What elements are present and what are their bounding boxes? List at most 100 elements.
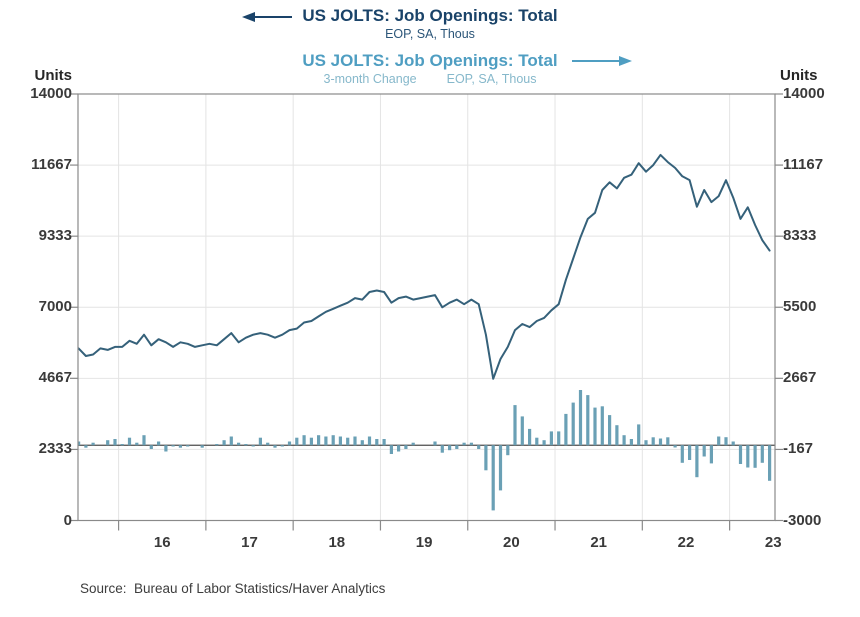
y-axis-right-tick-label: -3000 — [783, 511, 822, 529]
bar-3-month-change — [651, 437, 655, 446]
bar-3-month-change — [229, 436, 233, 446]
bar-3-month-change — [644, 440, 648, 446]
bar-3-month-change — [528, 428, 532, 446]
bar-3-month-change — [287, 441, 292, 446]
bar-3-month-change — [222, 440, 226, 446]
y-axis-left-tick-label: 0 — [63, 511, 72, 529]
bar-3-month-change — [731, 441, 735, 446]
bar-3-month-change — [91, 442, 95, 446]
bar-3-month-change — [680, 445, 684, 463]
bar-3-month-change — [753, 445, 757, 468]
y-axis-left-tick-label: 4667 — [38, 369, 72, 387]
left-axis-units-label: Units — [34, 67, 73, 84]
bar-3-month-change — [84, 445, 88, 448]
bar-3-month-change — [571, 402, 575, 446]
bar-3-month-change — [244, 444, 248, 446]
right-arrow-icon — [571, 55, 632, 67]
y-axis-right-tick-label: 2667 — [783, 369, 817, 387]
bar-3-month-change — [506, 445, 510, 456]
bar-3-month-change — [295, 437, 299, 446]
bar-3-month-change — [317, 435, 321, 446]
bar-3-month-change — [469, 442, 473, 446]
y-axis-right-tick-label: -167 — [783, 440, 814, 458]
bar-3-month-change — [637, 424, 641, 446]
bar-3-month-change — [382, 439, 386, 446]
bar-3-month-change — [338, 436, 342, 446]
x-axis-year-tick-label: 23 — [764, 534, 782, 551]
series2-title: US JOLTS: Job Openings: Total — [302, 51, 558, 70]
bar-3-month-change — [498, 445, 503, 491]
series2-subtitle: 3-month Change EOP, SA, Thous — [324, 72, 537, 87]
job-openings-line — [78, 153, 771, 380]
x-axis-year-tick-label: 20 — [503, 534, 520, 551]
right-axis-units-label: Units — [780, 67, 818, 84]
bar-3-month-change — [484, 445, 488, 471]
bar-3-month-change — [717, 436, 721, 446]
x-axis-year-tick-label: 18 — [328, 534, 346, 551]
series1-subtitle: EOP, SA, Thous — [385, 27, 475, 41]
y-axis-right-tick-label: 11167 — [783, 156, 824, 174]
bar-3-month-change — [746, 445, 750, 468]
series2-subtitle-units: EOP, SA, Thous — [446, 72, 537, 86]
bar-3-month-change — [346, 437, 350, 446]
bar-3-month-change — [302, 435, 306, 446]
bar-3-month-change — [578, 390, 583, 446]
series1-title: US JOLTS: Job Openings: Total — [302, 6, 558, 25]
chart-header: US JOLTS: Job Openings: Total EOP, SA, T… — [0, 6, 860, 87]
bar-3-month-change — [440, 445, 444, 453]
bar-3-month-change — [331, 435, 335, 446]
bar-3-month-change — [237, 442, 241, 446]
bar-3-month-change — [455, 445, 459, 449]
bar-3-month-change — [549, 431, 553, 446]
y-axis-left-tick-label: 14000 — [30, 85, 72, 102]
bar-3-month-change — [280, 445, 284, 447]
bar-3-month-change — [695, 445, 699, 478]
left-arrow-icon — [242, 11, 293, 23]
bar-3-month-change — [462, 442, 466, 446]
bar-3-month-change — [666, 437, 670, 446]
bar-series-3-month-change — [78, 390, 772, 511]
bar-3-month-change — [375, 439, 379, 446]
bar-3-month-change — [448, 445, 452, 451]
bar-3-month-change — [564, 413, 568, 446]
bar-3-month-change — [113, 439, 117, 446]
bar-3-month-change — [557, 431, 561, 446]
line-series-job-openings — [78, 153, 771, 380]
bar-3-month-change — [251, 445, 255, 447]
bar-3-month-change — [106, 440, 110, 446]
bar-3-month-change — [157, 441, 161, 446]
bar-3-month-change — [673, 445, 677, 448]
y-axis-left-tick-label: 9333 — [38, 227, 72, 245]
bar-3-month-change — [120, 444, 124, 446]
bar-3-month-change — [542, 440, 546, 446]
bar-3-month-change — [491, 445, 495, 511]
bar-3-month-change — [186, 445, 190, 447]
bar-3-month-change — [411, 442, 415, 446]
bar-3-month-change — [142, 435, 146, 446]
x-axis-year-tick-label: 21 — [590, 534, 608, 551]
y-axis-left-tick-label: 11667 — [31, 156, 72, 174]
bar-3-month-change — [215, 444, 219, 446]
bar-3-month-change — [266, 442, 270, 446]
bar-3-month-change — [324, 436, 328, 446]
bar-3-month-change — [513, 405, 517, 446]
y-axis-right-tick-label: 8333 — [783, 227, 817, 245]
bar-3-month-change — [360, 440, 364, 446]
y-axis-right-tick-label: 5500 — [783, 298, 817, 316]
series2-title-row: US JOLTS: Job Openings: Total — [302, 42, 632, 71]
bar-3-month-change — [702, 445, 706, 457]
bar-3-month-change — [535, 437, 539, 446]
bar-3-month-change — [258, 437, 262, 446]
bar-3-month-change — [622, 435, 626, 446]
bar-3-month-change — [135, 442, 139, 446]
series2-subtitle-change: 3-month Change — [323, 72, 417, 86]
bar-3-month-change — [760, 445, 764, 463]
x-axis-year-tick-label: 17 — [241, 534, 258, 551]
bar-3-month-change — [433, 441, 437, 446]
bar-3-month-change — [200, 445, 204, 448]
bar-3-month-change — [178, 445, 182, 448]
x-axis-year-tick-label: 16 — [153, 534, 171, 551]
bar-3-month-change — [709, 445, 713, 464]
bar-3-month-change — [520, 416, 524, 446]
